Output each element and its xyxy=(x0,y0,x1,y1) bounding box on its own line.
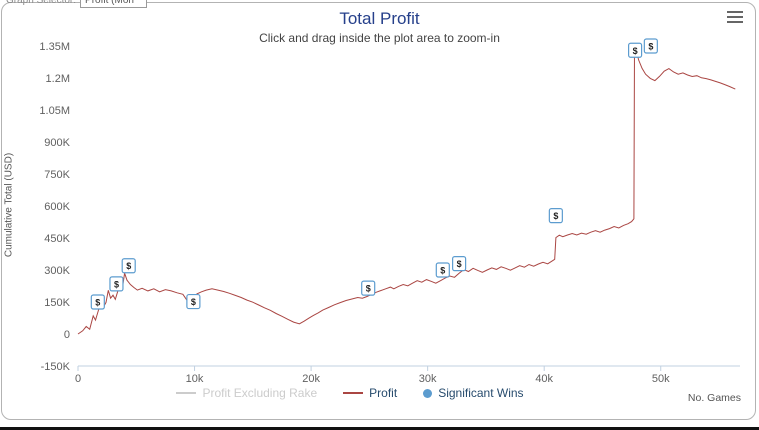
legend-label: Profit xyxy=(369,386,398,400)
significant-win-marker-label: $ xyxy=(366,284,371,294)
hamburger-menu-icon xyxy=(727,15,743,19)
y-tick-label: 300K xyxy=(44,265,70,277)
y-tick-label: 1.2M xyxy=(46,73,70,85)
x-tick-label: 50k xyxy=(652,373,670,385)
y-axis-title: Cumulative Total (USD) xyxy=(3,152,15,258)
significant-win-marker-label: $ xyxy=(440,266,445,276)
y-tick-label: 150K xyxy=(44,297,70,309)
legend-circle-swatch xyxy=(423,388,433,398)
significant-win-marker-label: $ xyxy=(648,42,653,52)
hamburger-menu-icon xyxy=(727,20,743,24)
x-axis-title: No. Games xyxy=(687,392,741,404)
y-tick-label: 1.05M xyxy=(39,105,70,117)
legend-line-swatch xyxy=(176,392,197,394)
x-tick-label: 0 xyxy=(75,373,81,385)
chart-card xyxy=(1,2,756,420)
hamburger-menu-icon xyxy=(727,11,743,14)
legend-line-swatch xyxy=(343,392,364,394)
significant-win-marker[interactable] xyxy=(548,208,563,224)
significant-win-marker[interactable] xyxy=(435,262,450,278)
significant-win-marker-label: $ xyxy=(553,211,558,221)
significant-win-marker[interactable] xyxy=(90,294,105,310)
chart-subtitle: Click and drag inside the plot area to z… xyxy=(259,31,500,45)
significant-win-marker-label: $ xyxy=(457,259,462,269)
y-tick-label: 1.35M xyxy=(39,41,70,53)
significant-win-marker[interactable] xyxy=(121,258,136,274)
legend-item-profit[interactable]: Profit xyxy=(343,386,397,400)
y-tick-label: -150K xyxy=(41,361,71,373)
significant-win-marker-label: $ xyxy=(633,46,638,56)
significant-win-marker[interactable] xyxy=(109,276,124,292)
legend-item-significant-wins[interactable]: Significant Wins xyxy=(423,386,524,400)
export-menu-button[interactable] xyxy=(727,11,745,27)
significant-win-marker[interactable] xyxy=(628,42,643,58)
significant-win-marker-label: $ xyxy=(126,261,131,271)
y-tick-label: 750K xyxy=(44,169,70,181)
x-tick-label: 30k xyxy=(419,373,437,385)
graph-selector-label: Graph Selector: xyxy=(6,0,77,6)
legend-item-profit-excluding-rake[interactable]: Profit Excluding Rake xyxy=(176,386,317,400)
x-tick-label: 10k xyxy=(186,373,204,385)
profit-line-series[interactable] xyxy=(77,44,736,335)
significant-win-marker[interactable] xyxy=(186,293,201,310)
graph-selector-dropdown[interactable]: Profit (Mon xyxy=(80,0,147,8)
chart-title: Total Profit xyxy=(339,9,420,28)
y-tick-label: 600K xyxy=(44,201,70,213)
significant-win-marker-label: $ xyxy=(95,298,100,308)
legend: Profit Excluding Rake Profit Significant… xyxy=(0,386,700,400)
significant-win-marker[interactable] xyxy=(643,38,658,54)
significant-win-marker[interactable] xyxy=(361,280,376,296)
bottom-divider xyxy=(0,427,759,430)
graph-selector: Graph Selector: Profit (Mon xyxy=(6,0,147,8)
x-tick-label: 20k xyxy=(302,373,320,385)
legend-label: Significant Wins xyxy=(438,386,524,400)
legend-label: Profit Excluding Rake xyxy=(202,386,318,400)
significant-win-marker-label: $ xyxy=(191,297,196,307)
y-tick-label: 450K xyxy=(44,233,70,245)
y-tick-label: 900K xyxy=(44,137,70,149)
significant-win-marker-label: $ xyxy=(114,279,119,289)
significant-win-marker[interactable] xyxy=(452,256,467,272)
x-tick-label: 40k xyxy=(535,373,553,385)
y-tick-label: 0 xyxy=(64,329,70,341)
